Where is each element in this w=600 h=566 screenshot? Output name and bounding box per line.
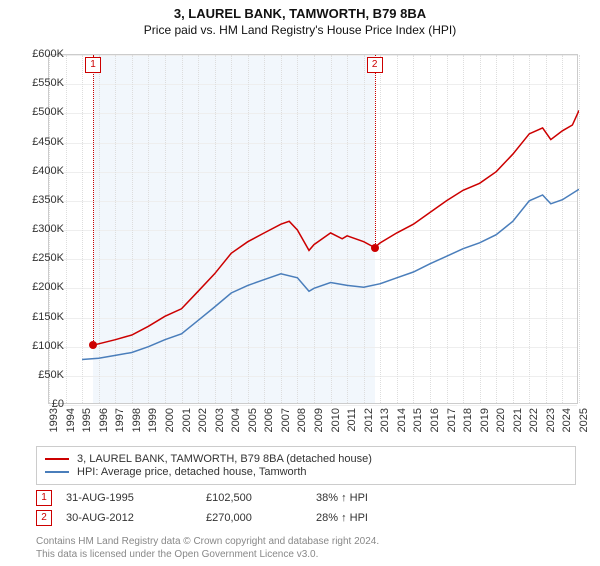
sale-row-price: £270,000 — [206, 512, 316, 524]
x-axis-label: 2000 — [164, 408, 176, 448]
y-axis-label: £450K — [20, 136, 64, 148]
x-axis-label: 2020 — [495, 408, 507, 448]
x-axis-label: 1995 — [81, 408, 93, 448]
sale-marker-dot — [371, 244, 379, 252]
x-axis-label: 1994 — [65, 408, 77, 448]
y-axis-label: £500K — [20, 106, 64, 118]
x-axis-label: 2010 — [330, 408, 342, 448]
attribution-line-2: This data is licensed under the Open Gov… — [36, 549, 576, 562]
sale-row-date: 31-AUG-1995 — [66, 492, 206, 504]
chart-title: 3, LAUREL BANK, TAMWORTH, B79 8BA — [0, 6, 600, 21]
y-axis-label: £300K — [20, 223, 64, 235]
x-axis-label: 2016 — [429, 408, 441, 448]
x-axis-label: 1998 — [131, 408, 143, 448]
x-axis-label: 2009 — [313, 408, 325, 448]
x-axis-label: 2015 — [412, 408, 424, 448]
sale-row-price: £102,500 — [206, 492, 316, 504]
x-axis-label: 2018 — [462, 408, 474, 448]
chart-plot-area: 12 — [48, 54, 578, 404]
y-axis-label: £600K — [20, 48, 64, 60]
marker-reference-line — [93, 55, 94, 345]
series-line — [93, 110, 579, 345]
x-axis-label: 2006 — [263, 408, 275, 448]
y-axis-label: £100K — [20, 340, 64, 352]
legend-box: 3, LAUREL BANK, TAMWORTH, B79 8BA (detac… — [36, 446, 576, 485]
y-axis-label: £200K — [20, 281, 64, 293]
x-axis-label: 2007 — [280, 408, 292, 448]
y-axis-label: £350K — [20, 194, 64, 206]
legend-row: 3, LAUREL BANK, TAMWORTH, B79 8BA (detac… — [45, 453, 567, 465]
x-axis-label: 2008 — [296, 408, 308, 448]
y-axis-label: £50K — [20, 369, 64, 381]
x-axis-label: 2017 — [446, 408, 458, 448]
sale-marker-label: 1 — [85, 57, 101, 73]
x-axis-label: 2022 — [528, 408, 540, 448]
x-axis-label: 2025 — [578, 408, 590, 448]
x-axis-label: 2023 — [545, 408, 557, 448]
x-axis-label: 1997 — [114, 408, 126, 448]
x-axis-label: 2013 — [379, 408, 391, 448]
x-axis-label: 2002 — [197, 408, 209, 448]
x-axis-label: 2011 — [346, 408, 358, 448]
sale-row-date: 30-AUG-2012 — [66, 512, 206, 524]
sale-row-marker: 2 — [36, 510, 52, 526]
x-axis-label: 2005 — [247, 408, 259, 448]
sale-row-delta: 28% ↑ HPI — [316, 512, 368, 524]
legend-label: HPI: Average price, detached house, Tamw… — [77, 466, 307, 478]
series-line — [82, 189, 579, 359]
sale-row: 2 30-AUG-2012£270,00028% ↑ HPI — [36, 510, 576, 526]
marker-reference-line — [375, 55, 376, 248]
gridline-vertical — [579, 55, 581, 403]
x-axis-label: 2004 — [230, 408, 242, 448]
x-axis-label: 1999 — [147, 408, 159, 448]
sale-marker-label: 2 — [367, 57, 383, 73]
legend-label: 3, LAUREL BANK, TAMWORTH, B79 8BA (detac… — [77, 453, 372, 465]
legend-swatch — [45, 471, 69, 473]
x-axis-label: 2012 — [363, 408, 375, 448]
gridline-horizontal — [49, 405, 577, 406]
chart-subtitle: Price paid vs. HM Land Registry's House … — [0, 23, 600, 37]
y-axis-label: £550K — [20, 77, 64, 89]
attribution-text: Contains HM Land Registry data © Crown c… — [36, 536, 576, 561]
legend-swatch — [45, 458, 69, 460]
y-axis-label: £250K — [20, 252, 64, 264]
chart-svg — [49, 55, 579, 405]
legend-row: HPI: Average price, detached house, Tamw… — [45, 466, 567, 478]
x-axis-label: 2021 — [512, 408, 524, 448]
x-axis-label: 2019 — [479, 408, 491, 448]
x-axis-label: 1996 — [98, 408, 110, 448]
sale-row-marker: 1 — [36, 490, 52, 506]
attribution-line-1: Contains HM Land Registry data © Crown c… — [36, 536, 576, 549]
y-axis-label: £400K — [20, 165, 64, 177]
sale-row-delta: 38% ↑ HPI — [316, 492, 368, 504]
sale-row: 1 31-AUG-1995£102,50038% ↑ HPI — [36, 490, 576, 506]
x-axis-label: 2003 — [214, 408, 226, 448]
y-axis-label: £150K — [20, 311, 64, 323]
x-axis-label: 1993 — [48, 408, 60, 448]
sale-marker-dot — [89, 341, 97, 349]
x-axis-label: 2024 — [561, 408, 573, 448]
x-axis-label: 2001 — [181, 408, 193, 448]
x-axis-label: 2014 — [396, 408, 408, 448]
